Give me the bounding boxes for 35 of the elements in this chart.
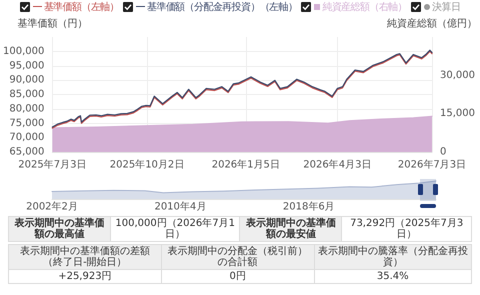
x-tick-label: 2026年7月3日 — [398, 158, 466, 170]
y2-tick-label: 30,000 — [440, 70, 475, 81]
x-tick-label: 2025年7月3日 — [18, 158, 86, 170]
legend-label: 純資産総額（右軸） — [322, 0, 407, 14]
text: 100,000円（2026年7月1日） — [110, 216, 240, 242]
y-tick-label: 95,000 — [9, 60, 44, 72]
text: 表示期間中の騰落率（分配金再投資） — [314, 244, 472, 270]
text: 表示期間中の基準価額の差額（終了日-開始日） — [8, 244, 162, 270]
text: 35.4% — [314, 270, 472, 284]
legend-label: 基準価額（左軸） — [44, 0, 119, 14]
legend-label: 決算日 — [432, 0, 460, 14]
legend-label: 基準価額（分配金再投資）（左軸） — [146, 0, 298, 14]
x-tick-label: 2018年6月 — [282, 200, 335, 212]
y-tick-label: 70,000 — [9, 132, 44, 144]
text: 73,292円（2025年7月3日） — [342, 216, 472, 242]
y-tick-label: 80,000 — [9, 103, 44, 114]
y-tick-label: 65,000 — [9, 146, 44, 158]
y2-tick-label: 15,000 — [440, 108, 475, 120]
text: 0円 — [161, 270, 314, 284]
y2-axis-title: 純資産総額（億円） — [387, 18, 477, 30]
text: 表示期間中の分配金（税引前）の合計額 — [161, 244, 314, 270]
x-tick-label: 2010年4月 — [154, 200, 206, 212]
x-tick-label: 2025年10月2日 — [110, 158, 184, 170]
y2-tick-label: 0 — [440, 146, 446, 158]
y-tick-label: 85,000 — [9, 89, 44, 100]
y-axis-title: 基準価額（円） — [17, 18, 88, 30]
text: 表示期間中の基準価額の最安値 — [240, 216, 342, 242]
y-tick-label: 75,000 — [9, 118, 44, 129]
text: 表示期間中の基準価額の最高値 — [8, 216, 110, 242]
x-tick-label: 2002年2月 — [26, 200, 78, 212]
x-tick-label: 2026年1月5日 — [212, 158, 280, 170]
y-tick-label: 100,000 — [2, 46, 44, 57]
x-tick-label: 2026年4月3日 — [303, 158, 372, 170]
y-tick-label: 90,000 — [9, 74, 44, 86]
text: +25,923円 — [8, 270, 162, 284]
